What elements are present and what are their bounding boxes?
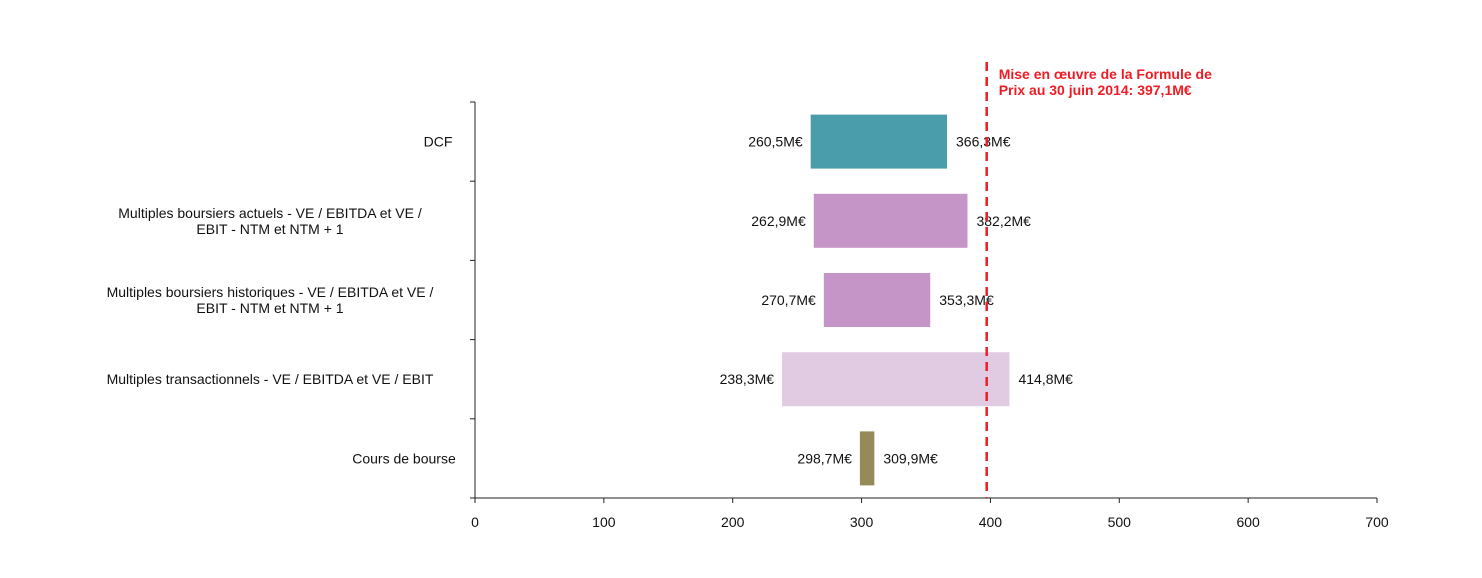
range-bar (823, 273, 931, 327)
bars-layer (782, 114, 1010, 486)
x-tick-label: 500 (1108, 514, 1132, 530)
high-value-label: 353,3M€ (939, 292, 994, 308)
reference-label-line: Prix au 30 juin 2014: 397,1M€ (999, 82, 1192, 98)
x-tick-label: 0 (471, 514, 479, 530)
range-bar (859, 431, 875, 486)
axes-layer: 0 100 200 300 400 500 600 700 (470, 101, 1389, 530)
high-value-label: 414,8M€ (1018, 371, 1073, 387)
high-value-label: 309,9M€ (883, 450, 938, 466)
category-label: Multiples boursiers actuels - VE / EBITD… (118, 205, 422, 237)
x-tick-label: 300 (850, 514, 874, 530)
category-label: Multiples boursiers historiques - VE / E… (107, 284, 434, 316)
x-tick-label: 400 (979, 514, 1003, 530)
x-tick-label: 700 (1365, 514, 1389, 530)
category-label: Cours de bourse (352, 450, 456, 466)
x-tick-label: 100 (592, 514, 616, 530)
category-label-line: Multiples boursiers actuels - VE / EBITD… (118, 205, 422, 221)
range-bar (813, 193, 968, 248)
reference-label-line: Mise en œuvre de la Formule de (999, 66, 1212, 82)
high-value-label: 366,3M€ (956, 134, 1011, 150)
category-label-line: EBIT - NTM et NTM + 1 (196, 300, 343, 316)
category-label-line: Multiples transactionnels - VE / EBITDA … (107, 371, 434, 387)
low-value-label: 270,7M€ (761, 292, 816, 308)
reference-line-layer: Mise en œuvre de la Formule de Prix au 30… (985, 62, 1212, 498)
labels-layer: DCF 260,5M€ 366,3M€ Multiples boursiers act… (107, 134, 1074, 467)
x-tick-label: 200 (721, 514, 745, 530)
high-value-label: 382,2M€ (976, 213, 1031, 229)
category-label-line: EBIT - NTM et NTM + 1 (196, 221, 343, 237)
low-value-label: 262,9M€ (751, 213, 806, 229)
reference-line-label: Mise en œuvre de la Formule de Prix au 30… (999, 66, 1212, 98)
x-tick-label: 600 (1236, 514, 1260, 530)
category-label: DCF (424, 134, 453, 150)
low-value-label: 298,7M€ (797, 450, 852, 466)
category-label-line: Cours de bourse (352, 450, 456, 466)
low-value-label: 260,5M€ (748, 134, 803, 150)
range-bar (782, 352, 1010, 407)
category-label-line: Multiples boursiers historiques - VE / E… (107, 284, 434, 300)
category-label-line: DCF (424, 134, 453, 150)
category-label: Multiples transactionnels - VE / EBITDA … (107, 371, 434, 387)
range-bar (810, 114, 948, 169)
low-value-label: 238,3M€ (720, 371, 775, 387)
